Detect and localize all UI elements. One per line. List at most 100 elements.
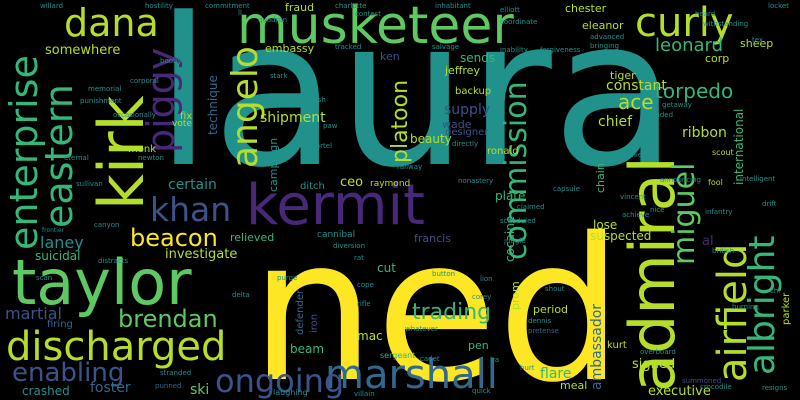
word-vincent: vincent bbox=[620, 193, 646, 201]
word-commitment: commitment bbox=[205, 2, 250, 10]
word-chain: chain bbox=[594, 163, 607, 193]
word-ribbon: ribbon bbox=[682, 125, 727, 141]
word-rifle: rifle bbox=[357, 300, 371, 308]
word-francis: francis bbox=[414, 232, 451, 245]
word-purge: purge bbox=[277, 274, 298, 282]
word-claimed: claimed bbox=[517, 203, 545, 211]
word-laughing: laughing bbox=[273, 388, 308, 397]
word-crashed: crashed bbox=[22, 384, 70, 398]
word-certain: certain bbox=[168, 177, 217, 193]
word-enabling: enabling bbox=[12, 358, 125, 388]
word-punishment: punishment bbox=[80, 97, 122, 105]
word-announcing: announcing bbox=[660, 176, 701, 184]
word-suspected: suspected bbox=[590, 229, 652, 243]
word-curly: curly bbox=[635, 0, 734, 46]
word-cope: cope bbox=[357, 281, 374, 289]
word-overboard: overboard bbox=[640, 348, 676, 356]
word-ronnie: ronnie bbox=[620, 151, 643, 159]
word-backup: backup bbox=[455, 86, 492, 97]
word-bringing: bringing bbox=[590, 42, 619, 50]
word-wish: wish bbox=[310, 96, 326, 104]
word-contest: contest bbox=[355, 10, 382, 18]
word-jungle: jungle bbox=[504, 237, 526, 245]
word-newton: newton bbox=[138, 154, 164, 162]
word-capsule: capsule bbox=[553, 185, 580, 193]
word-inability: inability bbox=[500, 46, 528, 54]
word-ongoing: ongoing bbox=[215, 362, 345, 400]
word-booby: booby bbox=[160, 57, 182, 65]
word-rat: rat bbox=[354, 254, 364, 262]
word-quadron: quadron bbox=[258, 16, 288, 24]
word-corporal: corporal bbox=[130, 77, 159, 85]
word-nice: nice bbox=[650, 206, 665, 214]
word-signed: signed bbox=[632, 357, 676, 372]
word-scout: scout bbox=[712, 148, 734, 157]
word-infantry: infantry bbox=[705, 208, 733, 216]
word-investigate: investigate bbox=[165, 247, 238, 262]
word-mac: mac bbox=[357, 329, 383, 343]
word-marshall: marshall bbox=[325, 352, 498, 398]
word-ll: ll bbox=[238, 9, 242, 17]
word-ronald: ronald bbox=[487, 146, 519, 157]
word-leonard: leonard bbox=[655, 35, 724, 56]
word-beacon: beacon bbox=[130, 224, 218, 252]
word-chief: chief bbox=[598, 114, 633, 130]
word-technique: technique bbox=[206, 75, 220, 135]
word-martial: martial bbox=[5, 304, 62, 323]
word-intelligent: intelligent bbox=[740, 175, 776, 183]
word-picked: picked bbox=[585, 97, 608, 105]
word-international: international bbox=[732, 108, 746, 185]
word-sergeant: sergeant bbox=[380, 351, 416, 360]
word-ditch: ditch bbox=[300, 181, 325, 192]
word-laney: laney bbox=[40, 233, 84, 252]
word-resigns: resigns bbox=[762, 384, 788, 392]
word-dana: dana bbox=[64, 1, 159, 45]
word-meal: meal bbox=[560, 379, 588, 392]
word-whatever: whatever bbox=[405, 325, 438, 333]
word-drift: drift bbox=[762, 200, 777, 208]
word-beauty: beauty bbox=[410, 132, 452, 146]
word-eternal: eternal bbox=[64, 154, 89, 162]
word-inhabitant: inhabitant bbox=[435, 2, 471, 10]
word-iron: iron bbox=[309, 313, 320, 333]
word-foster: foster bbox=[90, 380, 131, 396]
word-ski: ski bbox=[190, 382, 210, 398]
word-shipment: shipment bbox=[260, 110, 326, 126]
word-khan: khan bbox=[150, 190, 232, 229]
word-achieve: achieve bbox=[622, 211, 650, 219]
word-ira: ira bbox=[490, 356, 500, 364]
word-brendan: brendan bbox=[118, 305, 218, 333]
word-elliott: elliott bbox=[500, 6, 520, 14]
word-ken: ken bbox=[380, 50, 400, 63]
word-platoon: platoon bbox=[388, 79, 413, 163]
word-al: al bbox=[702, 234, 714, 249]
word-flare: flare bbox=[540, 366, 572, 382]
word-cadet: cadet bbox=[420, 355, 440, 363]
word-ned: ned bbox=[250, 195, 623, 400]
word-lose: lose bbox=[593, 218, 618, 232]
word-fool: fool bbox=[708, 178, 723, 187]
word-memorial: memorial bbox=[88, 85, 122, 93]
word-kermit: kermit bbox=[246, 173, 425, 238]
word-villain: villain bbox=[354, 390, 375, 398]
word-diversion: diversion bbox=[333, 242, 366, 250]
word-period: period bbox=[533, 303, 569, 316]
word-charlotte: charlotte bbox=[335, 2, 367, 10]
word-ambassador: ambassador bbox=[589, 303, 605, 390]
word-constant: constant bbox=[606, 78, 667, 94]
word-tracked: tracked bbox=[335, 43, 362, 51]
word-angelo: angelo bbox=[225, 46, 266, 168]
word-suicidal: suicidal bbox=[35, 249, 81, 263]
word-paw: paw bbox=[323, 122, 338, 130]
word-parker: parker bbox=[781, 292, 792, 325]
word-firing: firing bbox=[47, 319, 73, 330]
word-sends: sends bbox=[460, 51, 496, 65]
word-discharged: discharged bbox=[6, 324, 227, 370]
word-burning: burning bbox=[732, 303, 759, 311]
word-designer: designer bbox=[445, 127, 489, 138]
word-delta: delta bbox=[232, 291, 250, 299]
word-british: british bbox=[712, 247, 735, 255]
word-canyon: canyon bbox=[94, 221, 120, 229]
word-stark: stark bbox=[270, 72, 288, 80]
word-quick: quick bbox=[472, 387, 491, 395]
